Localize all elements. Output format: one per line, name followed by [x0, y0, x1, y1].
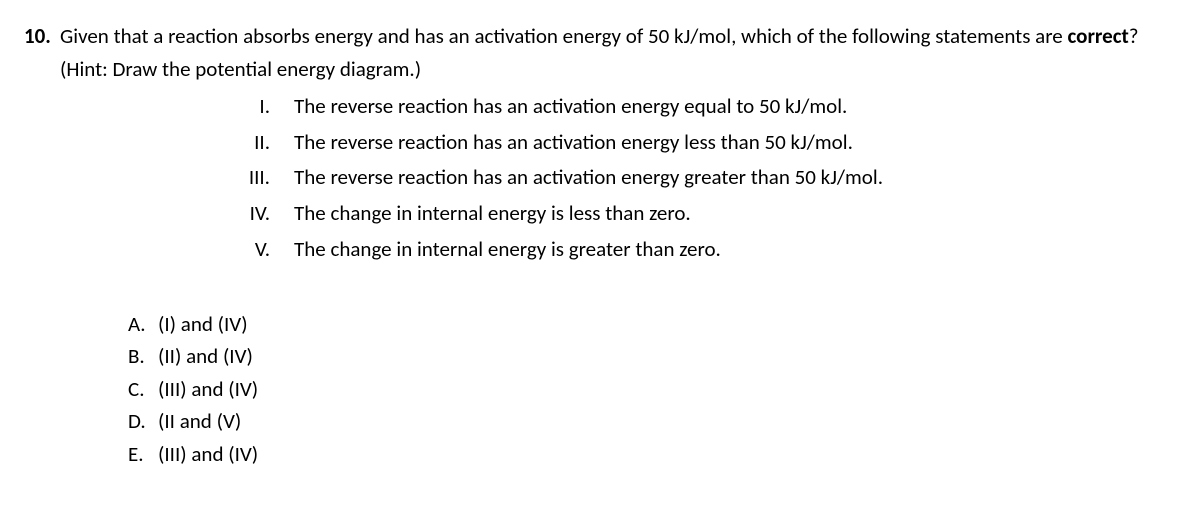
roman-item: III. The reverse reaction has an activat… — [210, 160, 1176, 196]
answer-text: (III) and (IV) — [158, 438, 258, 471]
answer-text: (II) and (IV) — [158, 340, 253, 373]
stem-bold: correct — [1067, 23, 1128, 49]
roman-item: IV. The change in internal energy is les… — [210, 196, 1176, 232]
answer-label: E. — [128, 438, 158, 471]
roman-label: IV. — [210, 196, 294, 232]
answer-list: A. (I) and (IV) B. (II) and (IV) C. (III… — [128, 308, 1176, 471]
answer-item: E. (III) and (IV) — [128, 438, 1176, 471]
answer-label: A. — [128, 308, 158, 341]
answer-label: C. — [128, 373, 158, 406]
roman-text: The reverse reaction has an activation e… — [294, 160, 883, 196]
answer-item: A. (I) and (IV) — [128, 308, 1176, 341]
answer-item: C. (III) and (IV) — [128, 373, 1176, 406]
answer-label: D. — [128, 405, 158, 438]
question-body: Given that a reaction absorbs energy and… — [60, 20, 1176, 470]
answer-label: B. — [128, 340, 158, 373]
roman-item: II. The reverse reaction has an activati… — [210, 125, 1176, 161]
roman-label: III. — [210, 160, 294, 196]
answer-text: (II and (V) — [158, 405, 241, 438]
stem-text-1: Given that a reaction absorbs energy and… — [60, 23, 1067, 49]
roman-label: II. — [210, 125, 294, 161]
answer-text: (I) and (IV) — [158, 308, 248, 341]
answer-item: B. (II) and (IV) — [128, 340, 1176, 373]
roman-text: The reverse reaction has an activation e… — [294, 89, 847, 125]
question-number: 10. — [24, 20, 60, 470]
roman-item: I. The reverse reaction has an activatio… — [210, 89, 1176, 125]
roman-label: I. — [210, 89, 294, 125]
question-block: 10. Given that a reaction absorbs energy… — [24, 20, 1176, 470]
answer-text: (III) and (IV) — [158, 373, 258, 406]
roman-text: The change in internal energy is less th… — [294, 196, 691, 232]
answer-item: D. (II and (V) — [128, 405, 1176, 438]
roman-item: V. The change in internal energy is grea… — [210, 232, 1176, 268]
roman-text: The change in internal energy is greater… — [294, 232, 721, 268]
roman-label: V. — [210, 232, 294, 268]
question-stem: Given that a reaction absorbs energy and… — [60, 20, 1176, 85]
roman-text: The reverse reaction has an activation e… — [294, 125, 853, 161]
roman-list: I. The reverse reaction has an activatio… — [210, 89, 1176, 267]
